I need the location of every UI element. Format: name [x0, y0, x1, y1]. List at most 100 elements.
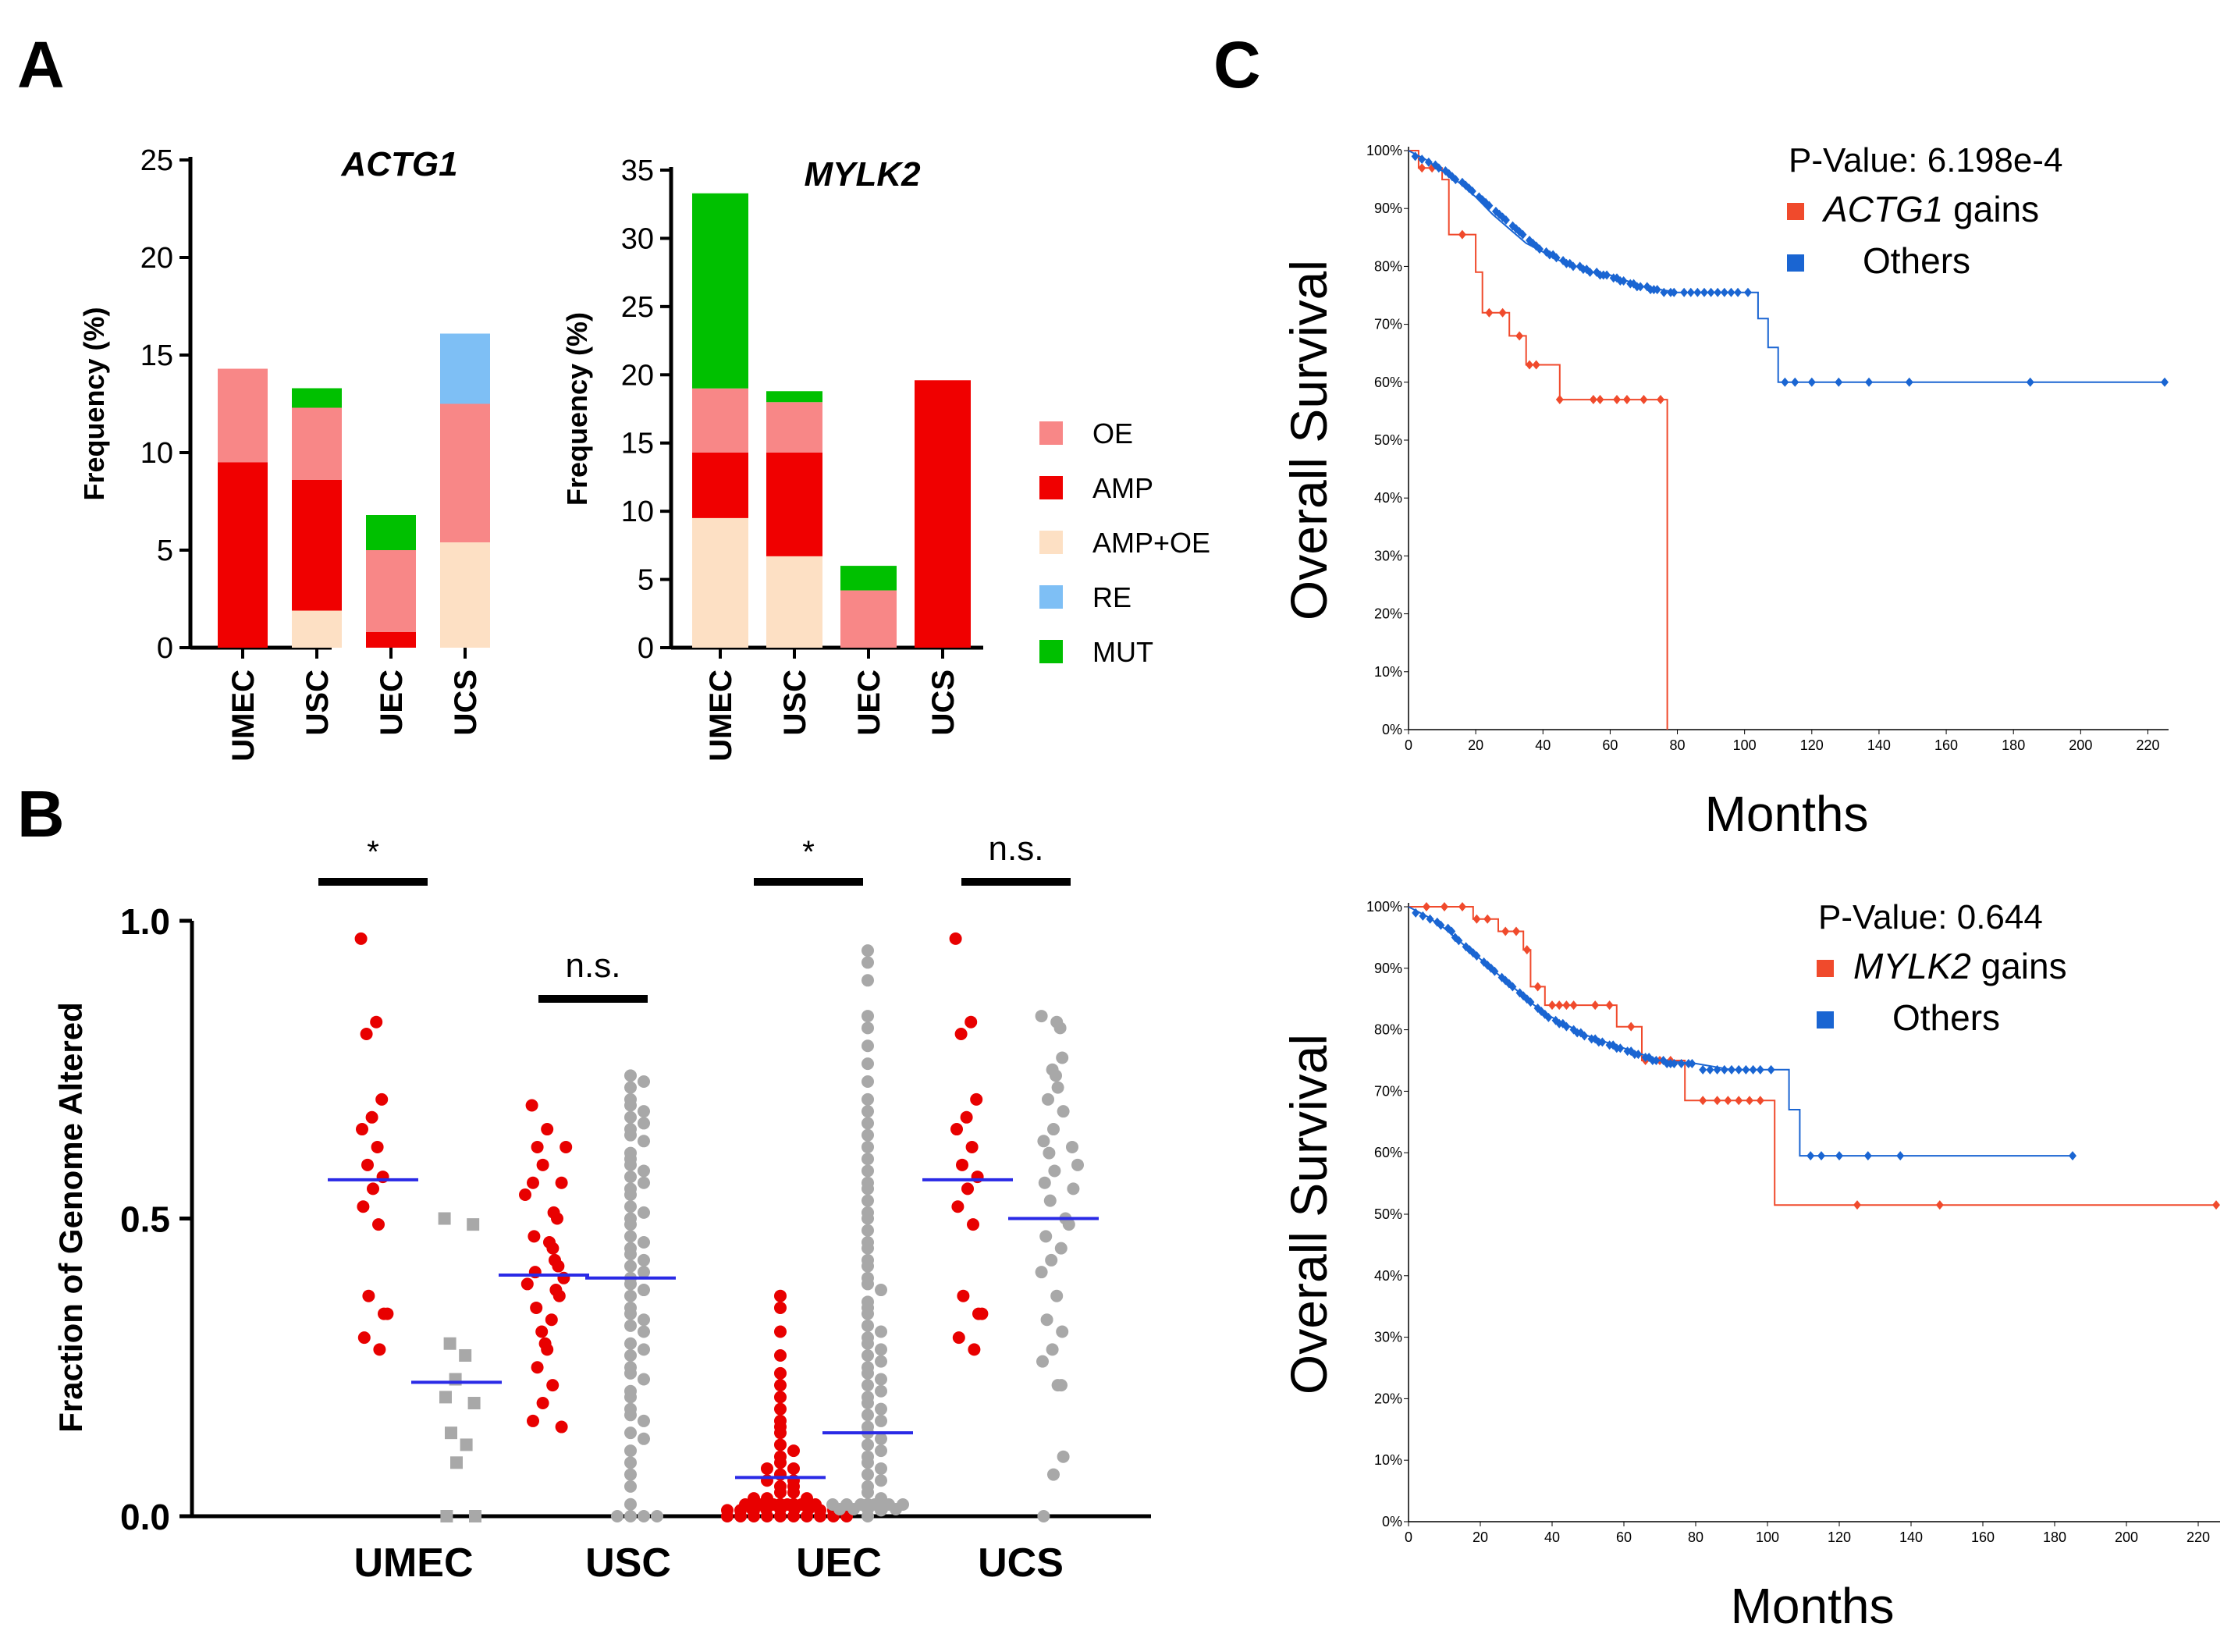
x-tick-label: 160 [1934, 737, 1958, 753]
data-point [1039, 1230, 1053, 1243]
x-tick-label: 80 [1670, 737, 1686, 753]
actg1-bar-chart: 0 5 10 15 20 25 UMEC USC UEC UCS ACTG1 Frequency (%… [78, 144, 490, 762]
data-point [638, 1135, 650, 1148]
x-tick-label: 200 [2115, 1529, 2138, 1545]
data-point [624, 1307, 637, 1320]
survival-curve [1409, 150, 1668, 730]
bar-segment [766, 452, 822, 556]
data-point [624, 1480, 637, 1493]
bar-segment [292, 610, 342, 648]
data-point [638, 1266, 650, 1279]
x-tick-label: 60 [1602, 737, 1618, 753]
data-point [774, 1456, 787, 1469]
data-point [624, 1444, 637, 1458]
y-tick-label: 80% [1374, 1022, 1402, 1038]
legend-swatch [1787, 254, 1804, 272]
data-point [861, 1397, 874, 1410]
data-point [624, 1218, 637, 1231]
censor-mark [1660, 287, 1668, 297]
censor-mark [1596, 395, 1604, 405]
censor-mark [1693, 287, 1702, 297]
censor-mark [1412, 908, 1420, 918]
data-point [1051, 1081, 1064, 1094]
censor-mark [1781, 377, 1789, 387]
data-point [624, 1426, 637, 1440]
data-point [541, 1123, 554, 1136]
data-point [1043, 1194, 1057, 1207]
data-point [438, 1212, 451, 1225]
data-point [861, 1212, 874, 1225]
x-tick-label: 80 [1688, 1529, 1703, 1545]
data-point [638, 1432, 650, 1445]
data-point [1035, 1266, 1048, 1279]
data-point [546, 1242, 560, 1255]
data-point [624, 1158, 637, 1171]
data-point [861, 974, 874, 987]
censor-mark [1532, 360, 1540, 370]
p-value-label: P-Value: 6.198e-4 [1789, 141, 2062, 179]
censor-mark [1468, 186, 1476, 196]
data-point [638, 1236, 650, 1249]
y-tick-label: 0 [638, 632, 654, 665]
censor-mark [1501, 215, 1510, 226]
x-axis-label: Months [1731, 1578, 1895, 1634]
data-point [354, 932, 368, 945]
data-point [761, 1462, 773, 1475]
data-point [624, 1319, 637, 1332]
y-tick-label: 40% [1374, 1268, 1402, 1284]
data-point [546, 1379, 560, 1392]
data-point [949, 932, 962, 945]
data-point [861, 1277, 874, 1291]
data-point [624, 1200, 637, 1213]
bar-segment [366, 632, 416, 648]
censor-mark [1627, 1021, 1636, 1032]
legend-label: Others [1863, 240, 1970, 281]
data-point [371, 1140, 384, 1153]
data-point [624, 1366, 637, 1380]
fga-scatter-chart: 0.0 0.5 1.0 Fraction of Genome Altered UMEC U… [52, 830, 1151, 1586]
data-point [372, 1218, 385, 1231]
censor-mark [1613, 395, 1622, 405]
censor-mark [1473, 951, 1481, 961]
data-point [1057, 1450, 1070, 1463]
data-point [1055, 1379, 1068, 1392]
censor-mark [1580, 1031, 1589, 1041]
legend-swatch [1039, 640, 1063, 663]
censor-mark [1423, 902, 1430, 911]
censor-mark [1714, 287, 1722, 297]
data-point [861, 1468, 874, 1481]
data-point [967, 1218, 979, 1231]
censor-mark [1526, 997, 1535, 1007]
data-point [1035, 1010, 1048, 1023]
bar-segment [440, 333, 490, 404]
data-point [356, 1123, 368, 1136]
bar-segment [292, 388, 342, 408]
data-point [774, 1391, 787, 1404]
survival-curve [1408, 150, 2165, 383]
legend-swatch [1817, 1011, 1834, 1029]
data-point [638, 1176, 650, 1189]
data-point [531, 1361, 544, 1374]
censor-mark [1835, 377, 1843, 387]
data-point [1057, 1105, 1070, 1118]
data-point [638, 1313, 650, 1327]
x-tick-label: 40 [1535, 737, 1551, 753]
data-point [560, 1140, 573, 1153]
x-tick-label: 0 [1405, 1529, 1412, 1545]
data-point [774, 1325, 787, 1338]
censor-mark [1713, 1064, 1721, 1075]
data-point [1054, 1242, 1068, 1255]
censor-mark [1544, 1012, 1553, 1022]
censor-mark [1555, 395, 1564, 405]
censor-mark [1706, 1064, 1714, 1075]
censor-mark [1720, 287, 1728, 297]
data-point [861, 944, 874, 957]
data-point [624, 1081, 637, 1094]
y-tick-label: 10 [621, 496, 654, 528]
data-point [545, 1313, 558, 1327]
censor-mark [1735, 1096, 1743, 1106]
data-point [638, 1284, 650, 1297]
data-point [897, 1498, 909, 1511]
data-point [375, 1092, 389, 1106]
